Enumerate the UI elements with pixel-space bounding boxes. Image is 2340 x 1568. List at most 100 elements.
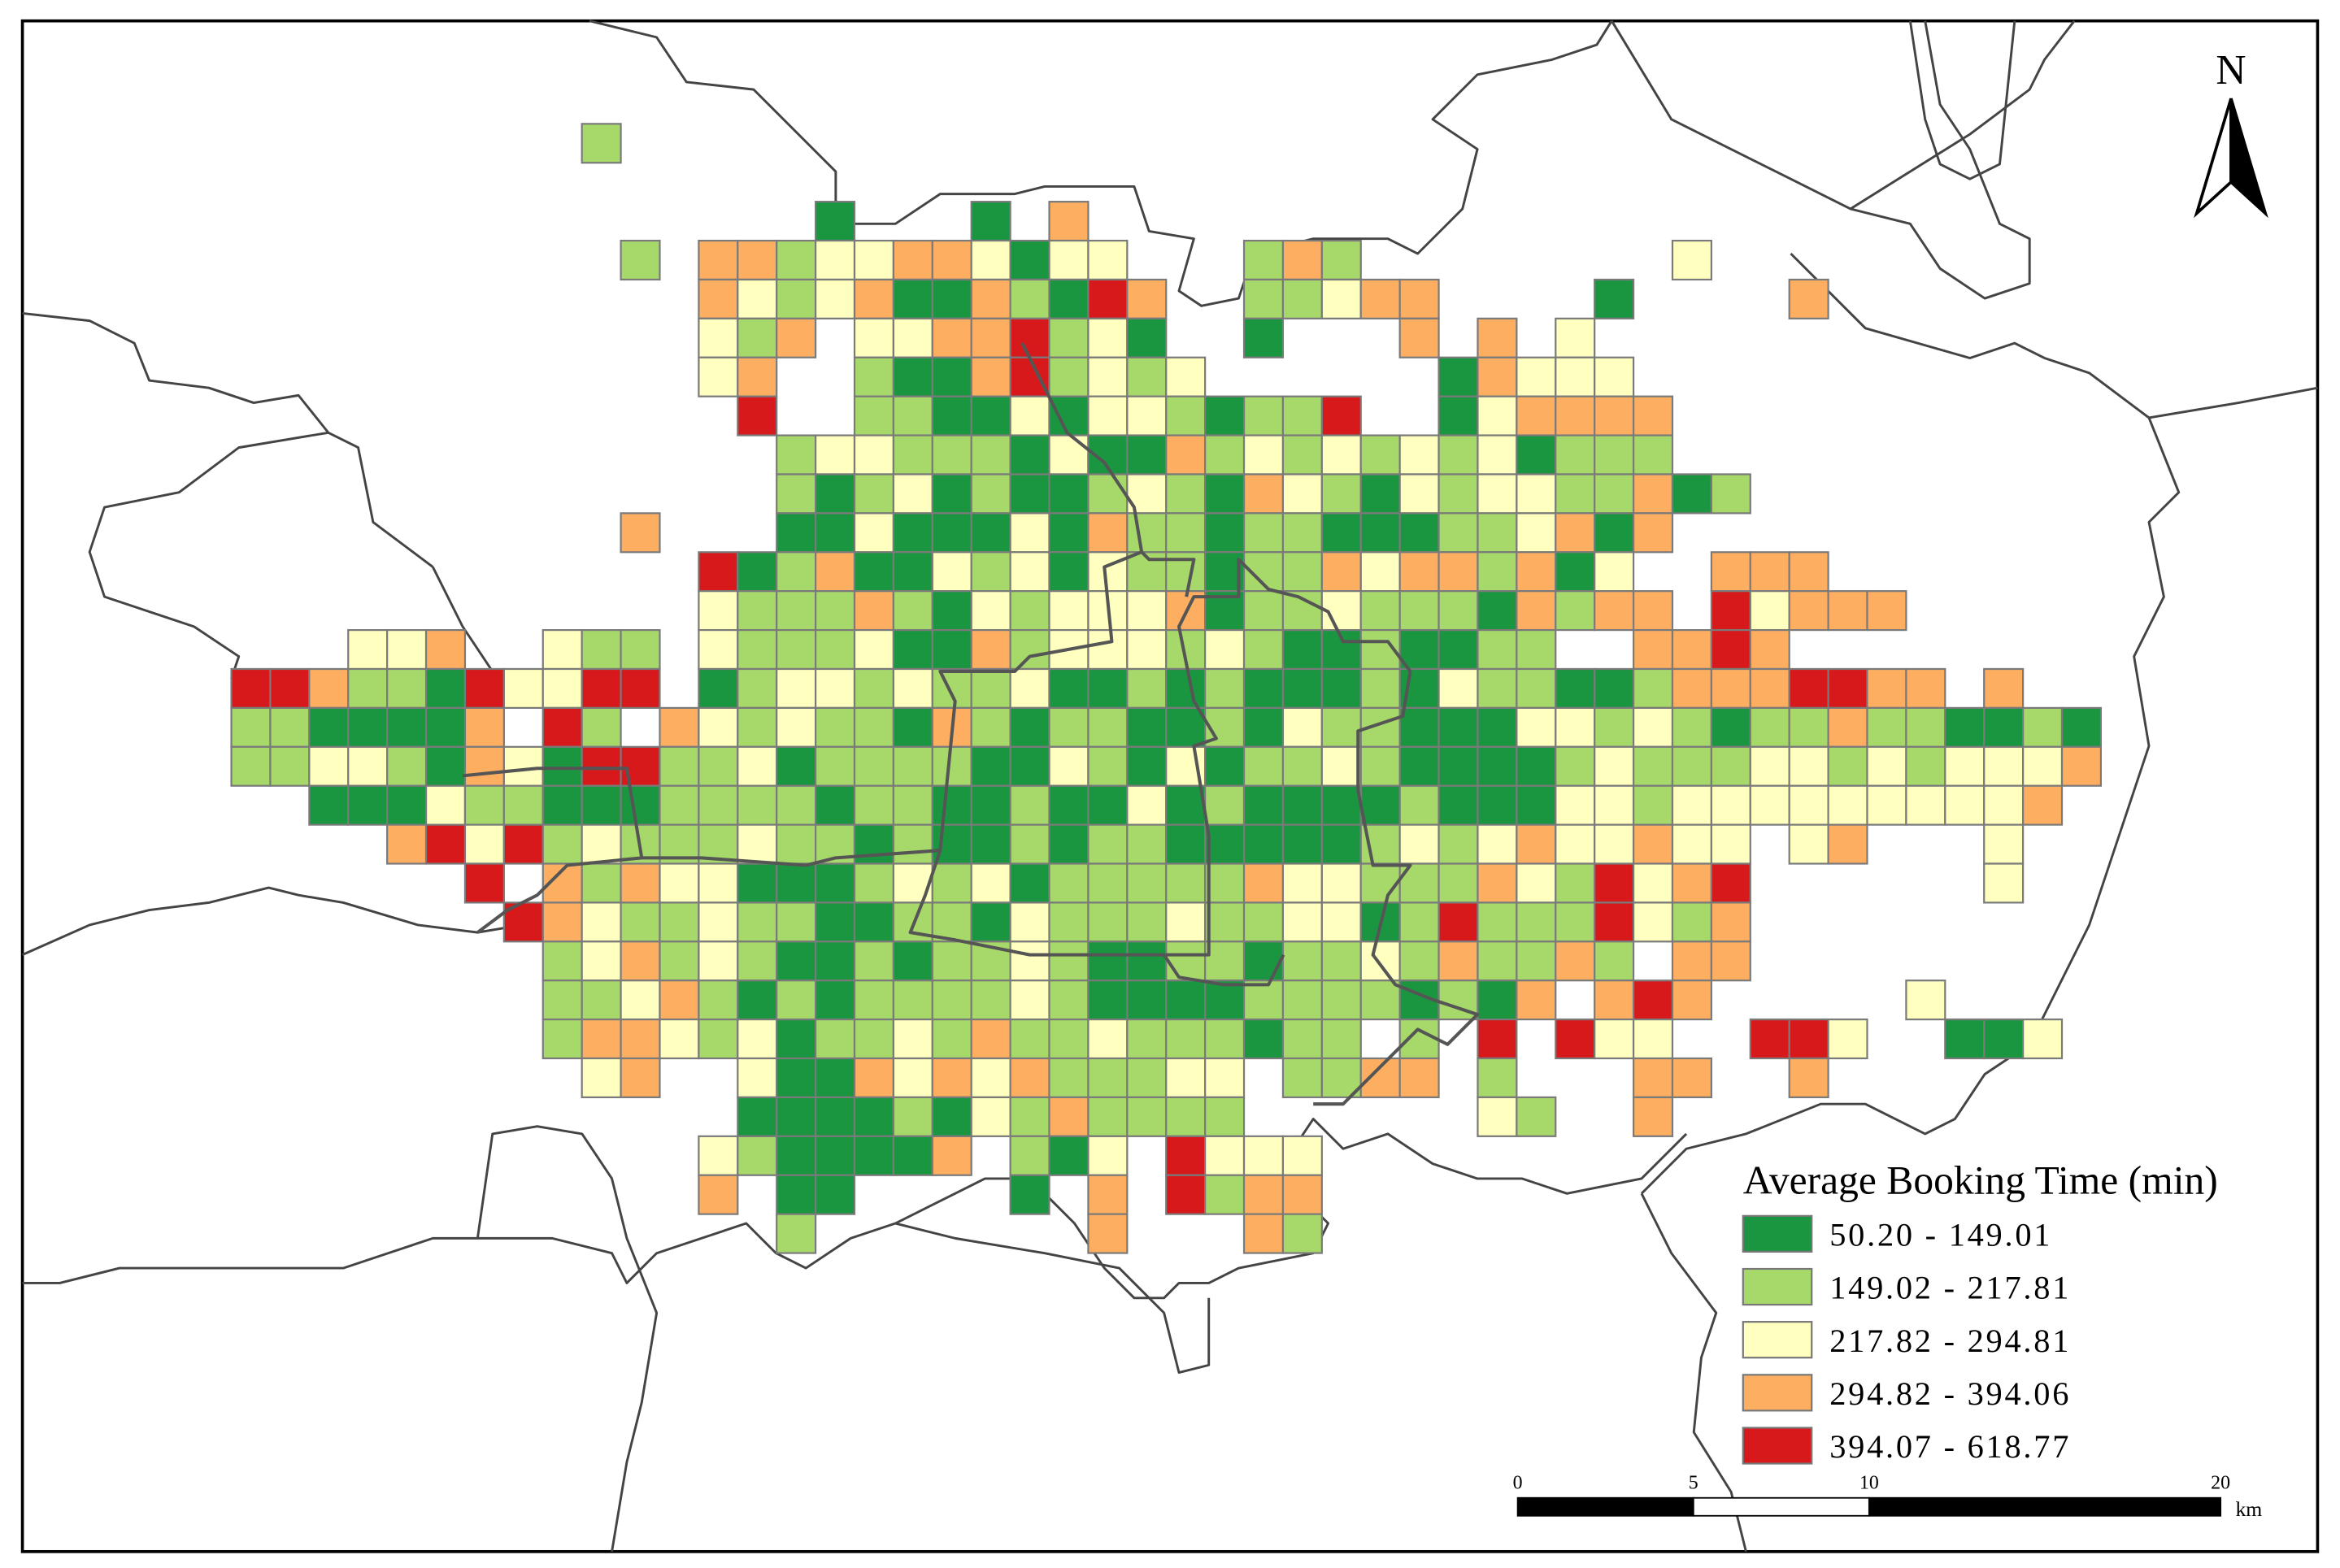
grid-cell: [1671, 1057, 1712, 1099]
grid-cell: [1594, 590, 1635, 632]
grid-cell: [1555, 862, 1596, 904]
grid-cell: [776, 512, 817, 554]
grid-cell: [1632, 784, 1674, 826]
grid-cell: [970, 667, 1011, 709]
grid-cell: [931, 628, 972, 671]
district-boundaries: [21, 20, 2318, 1553]
grid-cell: [814, 512, 856, 554]
grid-cell: [814, 1057, 856, 1099]
grid-cell: [931, 239, 972, 281]
grid-cell: [892, 940, 933, 982]
grid-cell: [892, 1096, 933, 1137]
grid-cell: [1944, 1019, 1986, 1060]
grid-cell: [737, 590, 778, 632]
grid-cell: [1048, 745, 1090, 787]
grid-cell: [1048, 551, 1090, 593]
grid-cell: [1242, 278, 1285, 319]
grid-cell: [542, 628, 583, 671]
grid-cell: [1594, 395, 1635, 437]
grid-cell: [931, 551, 972, 593]
grid-cell: [1398, 784, 1440, 826]
grid-cell: [853, 317, 895, 358]
grid-cell: [1516, 706, 1557, 748]
grid-cell: [1359, 434, 1401, 476]
grid-cell: [1555, 667, 1596, 709]
grid-cell: [853, 940, 895, 982]
grid-cell: [1516, 862, 1557, 904]
grid-cell: [1165, 512, 1207, 554]
grid-cell: [1126, 940, 1168, 982]
grid-cell: [892, 706, 933, 748]
scale-segment: [1692, 1496, 1870, 1517]
grid-cell: [970, 1057, 1011, 1099]
grid-cell: [463, 745, 505, 787]
grid-cell: [1281, 473, 1323, 515]
grid-cell: [659, 784, 700, 826]
grid-cell: [1165, 434, 1207, 476]
grid-cell: [659, 901, 700, 943]
grid-cell: [1281, 628, 1323, 671]
grid-cell: [463, 784, 505, 826]
grid-cell: [1242, 590, 1285, 632]
grid-cell: [1048, 667, 1090, 709]
grid-cell: [1632, 862, 1674, 904]
grid-cell: [1749, 590, 1790, 632]
grid-cell: [814, 1174, 856, 1215]
grid-cell: [1204, 434, 1246, 476]
grid-cell: [1204, 940, 1246, 982]
grid-cell: [1359, 784, 1401, 826]
grid-cell: [581, 745, 622, 787]
grid-cell: [308, 706, 350, 748]
grid-cell: [737, 979, 778, 1021]
grid-cell: [659, 979, 700, 1021]
grid-cell: [737, 1019, 778, 1060]
grid-cell: [1398, 706, 1440, 748]
grid-cell: [1087, 1213, 1129, 1254]
grid-cell: [581, 1057, 622, 1099]
grid-cell: [1477, 940, 1518, 982]
grid-cell: [1944, 745, 1986, 787]
grid-cell: [931, 1135, 972, 1176]
grid-cell: [853, 979, 895, 1021]
grid-cell: [1048, 979, 1090, 1021]
grid-cell: [853, 1096, 895, 1137]
grid-cell: [1048, 784, 1090, 826]
grid-cell: [1477, 1096, 1518, 1137]
grid-cell: [737, 940, 778, 982]
grid-cell: [1242, 434, 1285, 476]
grid-cell: [1048, 940, 1090, 982]
grid-cell: [1398, 434, 1440, 476]
grid-cell: [1788, 278, 1829, 319]
scale-segment: [1868, 1496, 2222, 1517]
grid-cell: [1788, 823, 1829, 865]
grid-cell: [1320, 667, 1362, 709]
grid-cell: [1048, 356, 1090, 397]
grid-cell: [698, 628, 739, 671]
north-arrow-right: [2229, 98, 2268, 219]
grid-cell: [931, 512, 972, 554]
grid-cell: [1281, 1135, 1323, 1176]
grid-cell: [737, 745, 778, 787]
grid-cell: [1242, 395, 1285, 437]
grid-cell: [931, 590, 972, 632]
grid-cell: [1242, 317, 1285, 358]
grid-cell: [892, 1019, 933, 1060]
grid-cell: [931, 1096, 972, 1137]
grid-cell: [347, 784, 389, 826]
grid-cell: [970, 356, 1011, 397]
grid-cell: [1009, 239, 1050, 281]
grid-cell: [892, 1135, 933, 1176]
grid-cell: [542, 901, 583, 943]
grid-cell: [970, 551, 1011, 593]
grid-cell: [1477, 356, 1518, 397]
grid-cell: [892, 239, 933, 281]
north-label: N: [2216, 47, 2246, 93]
grid-cell: [1749, 1019, 1790, 1060]
grid-cell: [853, 862, 895, 904]
grid-cell: [1437, 901, 1479, 943]
grid-cell: [1126, 356, 1168, 397]
grid-cell: [1165, 706, 1207, 748]
grid-cell: [1866, 706, 1907, 748]
grid-cell: [1477, 317, 1518, 358]
grid-cell: [1126, 628, 1168, 671]
